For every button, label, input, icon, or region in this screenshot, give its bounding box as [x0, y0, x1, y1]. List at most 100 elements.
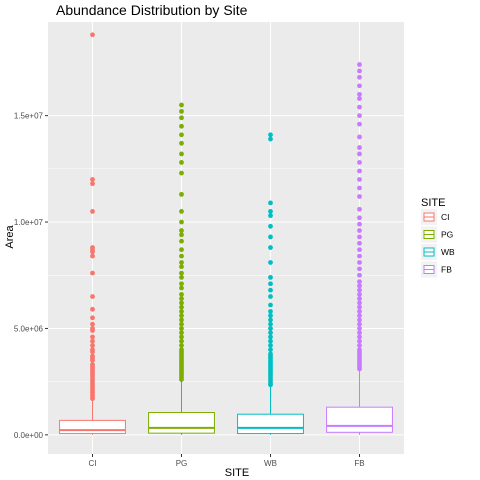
- outlier-point: [179, 132, 184, 138]
- outlier-point: [357, 168, 362, 174]
- y-tick-label: 1.5e+07: [14, 112, 44, 121]
- outlier-point: [90, 253, 95, 259]
- outlier-point: [268, 200, 273, 206]
- outlier-point: [179, 291, 184, 297]
- outlier-point: [179, 321, 184, 327]
- legend-label-pg: PG: [441, 230, 453, 240]
- outlier-point: [357, 240, 362, 246]
- outlier-point: [268, 274, 273, 280]
- outlier-point: [357, 266, 362, 272]
- iqr-box: [326, 406, 393, 433]
- outlier-point: [357, 253, 362, 259]
- outlier-point: [90, 357, 95, 363]
- outlier-point: [179, 140, 184, 146]
- outlier-point: [268, 326, 273, 331]
- outlier-point: [179, 343, 184, 348]
- outlier-point: [268, 343, 273, 348]
- x-axis-title: SITE: [225, 467, 249, 479]
- outlier-point: [179, 317, 184, 323]
- outlier-point: [90, 334, 95, 340]
- outlier-point: [179, 123, 184, 129]
- outlier-point: [268, 313, 273, 319]
- outlier-point: [179, 300, 184, 306]
- outlier-point: [90, 270, 95, 276]
- y-tick-label: 0.0e+00: [14, 431, 44, 440]
- outlier-point: [357, 321, 362, 327]
- outlier-point: [179, 334, 184, 340]
- outlier-point: [90, 181, 95, 187]
- outlier-point: [179, 228, 184, 233]
- outlier-point: [357, 309, 362, 314]
- outlier-point: [179, 208, 184, 214]
- outlier-point: [357, 326, 362, 331]
- outlier-point: [179, 270, 184, 276]
- outlier-point: [179, 313, 184, 319]
- outlier-point: [268, 136, 273, 142]
- outlier-point: [268, 234, 273, 240]
- outlier-point: [90, 349, 95, 355]
- outlier-point: [268, 382, 273, 388]
- outlier-point: [357, 134, 362, 140]
- iqr-box: [59, 419, 126, 435]
- outlier-point: [357, 62, 362, 67]
- outlier-point: [179, 326, 184, 331]
- outlier-point: [179, 330, 184, 336]
- outlier-point: [357, 234, 362, 240]
- outlier-point: [268, 309, 273, 314]
- outlier-point: [357, 338, 362, 344]
- iqr-box: [237, 413, 304, 435]
- outlier-point: [90, 32, 95, 38]
- outlier-point: [90, 315, 95, 321]
- outlier-point: [268, 302, 273, 308]
- outlier-point: [268, 317, 273, 323]
- legend-title: SITE: [421, 197, 445, 209]
- outlier-point: [179, 260, 184, 265]
- chart-title: Abundance Distribution by Site: [56, 2, 248, 18]
- outlier-point: [90, 396, 95, 402]
- outlier-point: [179, 160, 184, 165]
- outlier-point: [179, 191, 184, 197]
- outlier-point: [357, 113, 362, 119]
- box-series: [59, 32, 393, 435]
- y-axis-title: Area: [4, 225, 16, 249]
- outlier-point: [357, 74, 362, 80]
- outlier-point: [268, 213, 273, 219]
- outlier-point: [179, 232, 184, 238]
- outlier-point: [357, 304, 362, 310]
- outlier-point: [179, 151, 184, 157]
- outlier-point: [90, 306, 95, 312]
- outlier-point: [179, 285, 184, 291]
- outlier-point: [90, 328, 95, 333]
- outlier-point: [357, 206, 362, 212]
- outlier-point: [179, 170, 184, 176]
- iqr-box: [148, 412, 215, 434]
- outlier-point: [357, 228, 362, 233]
- outlier-point: [357, 334, 362, 340]
- y-axis: 0.0e+00 5.0e+06 1.0e+07 1.5e+07: [14, 112, 48, 440]
- legend-label-wb: WB: [441, 247, 455, 257]
- outlier-point: [268, 223, 273, 229]
- outlier-point: [179, 253, 184, 259]
- outlier-point: [268, 294, 273, 299]
- outlier-point: [268, 334, 273, 340]
- outlier-point: [268, 245, 273, 250]
- outlier-point: [268, 330, 273, 336]
- outlier-point: [357, 260, 362, 265]
- outlier-point: [179, 219, 184, 225]
- x-tick-label: WB: [264, 459, 277, 468]
- outlier-point: [179, 377, 184, 382]
- outlier-point: [357, 194, 362, 199]
- outlier-point: [179, 102, 184, 108]
- outlier-point: [357, 343, 362, 348]
- outlier-point: [179, 247, 184, 253]
- outlier-point: [179, 281, 184, 287]
- outlier-point: [268, 321, 273, 327]
- outlier-point: [179, 309, 184, 314]
- outlier-point: [179, 296, 184, 302]
- outlier-point: [268, 347, 273, 353]
- outlier-point: [268, 208, 273, 214]
- outlier-point: [179, 274, 184, 280]
- plot-panel: [48, 22, 404, 454]
- outlier-point: [179, 238, 184, 244]
- outlier-point: [268, 338, 273, 344]
